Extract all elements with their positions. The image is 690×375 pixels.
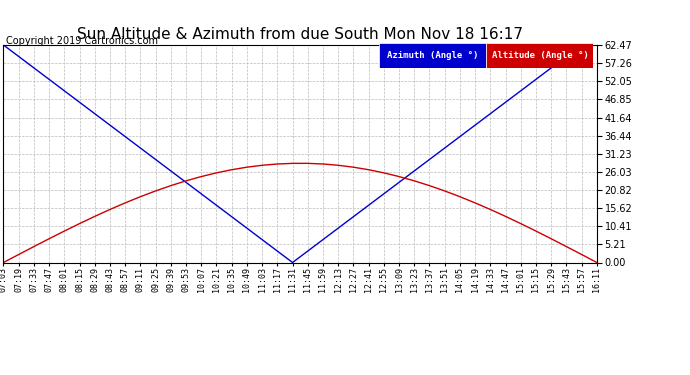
- Text: Azimuth (Angle °): Azimuth (Angle °): [387, 51, 479, 60]
- Bar: [380, 43, 486, 68]
- Text: Altitude (Angle °): Altitude (Angle °): [491, 51, 589, 60]
- Bar: [486, 43, 593, 68]
- Text: Copyright 2019 Cartronics.com: Copyright 2019 Cartronics.com: [6, 36, 157, 46]
- Title: Sun Altitude & Azimuth from due South Mon Nov 18 16:17: Sun Altitude & Azimuth from due South Mo…: [77, 27, 523, 42]
